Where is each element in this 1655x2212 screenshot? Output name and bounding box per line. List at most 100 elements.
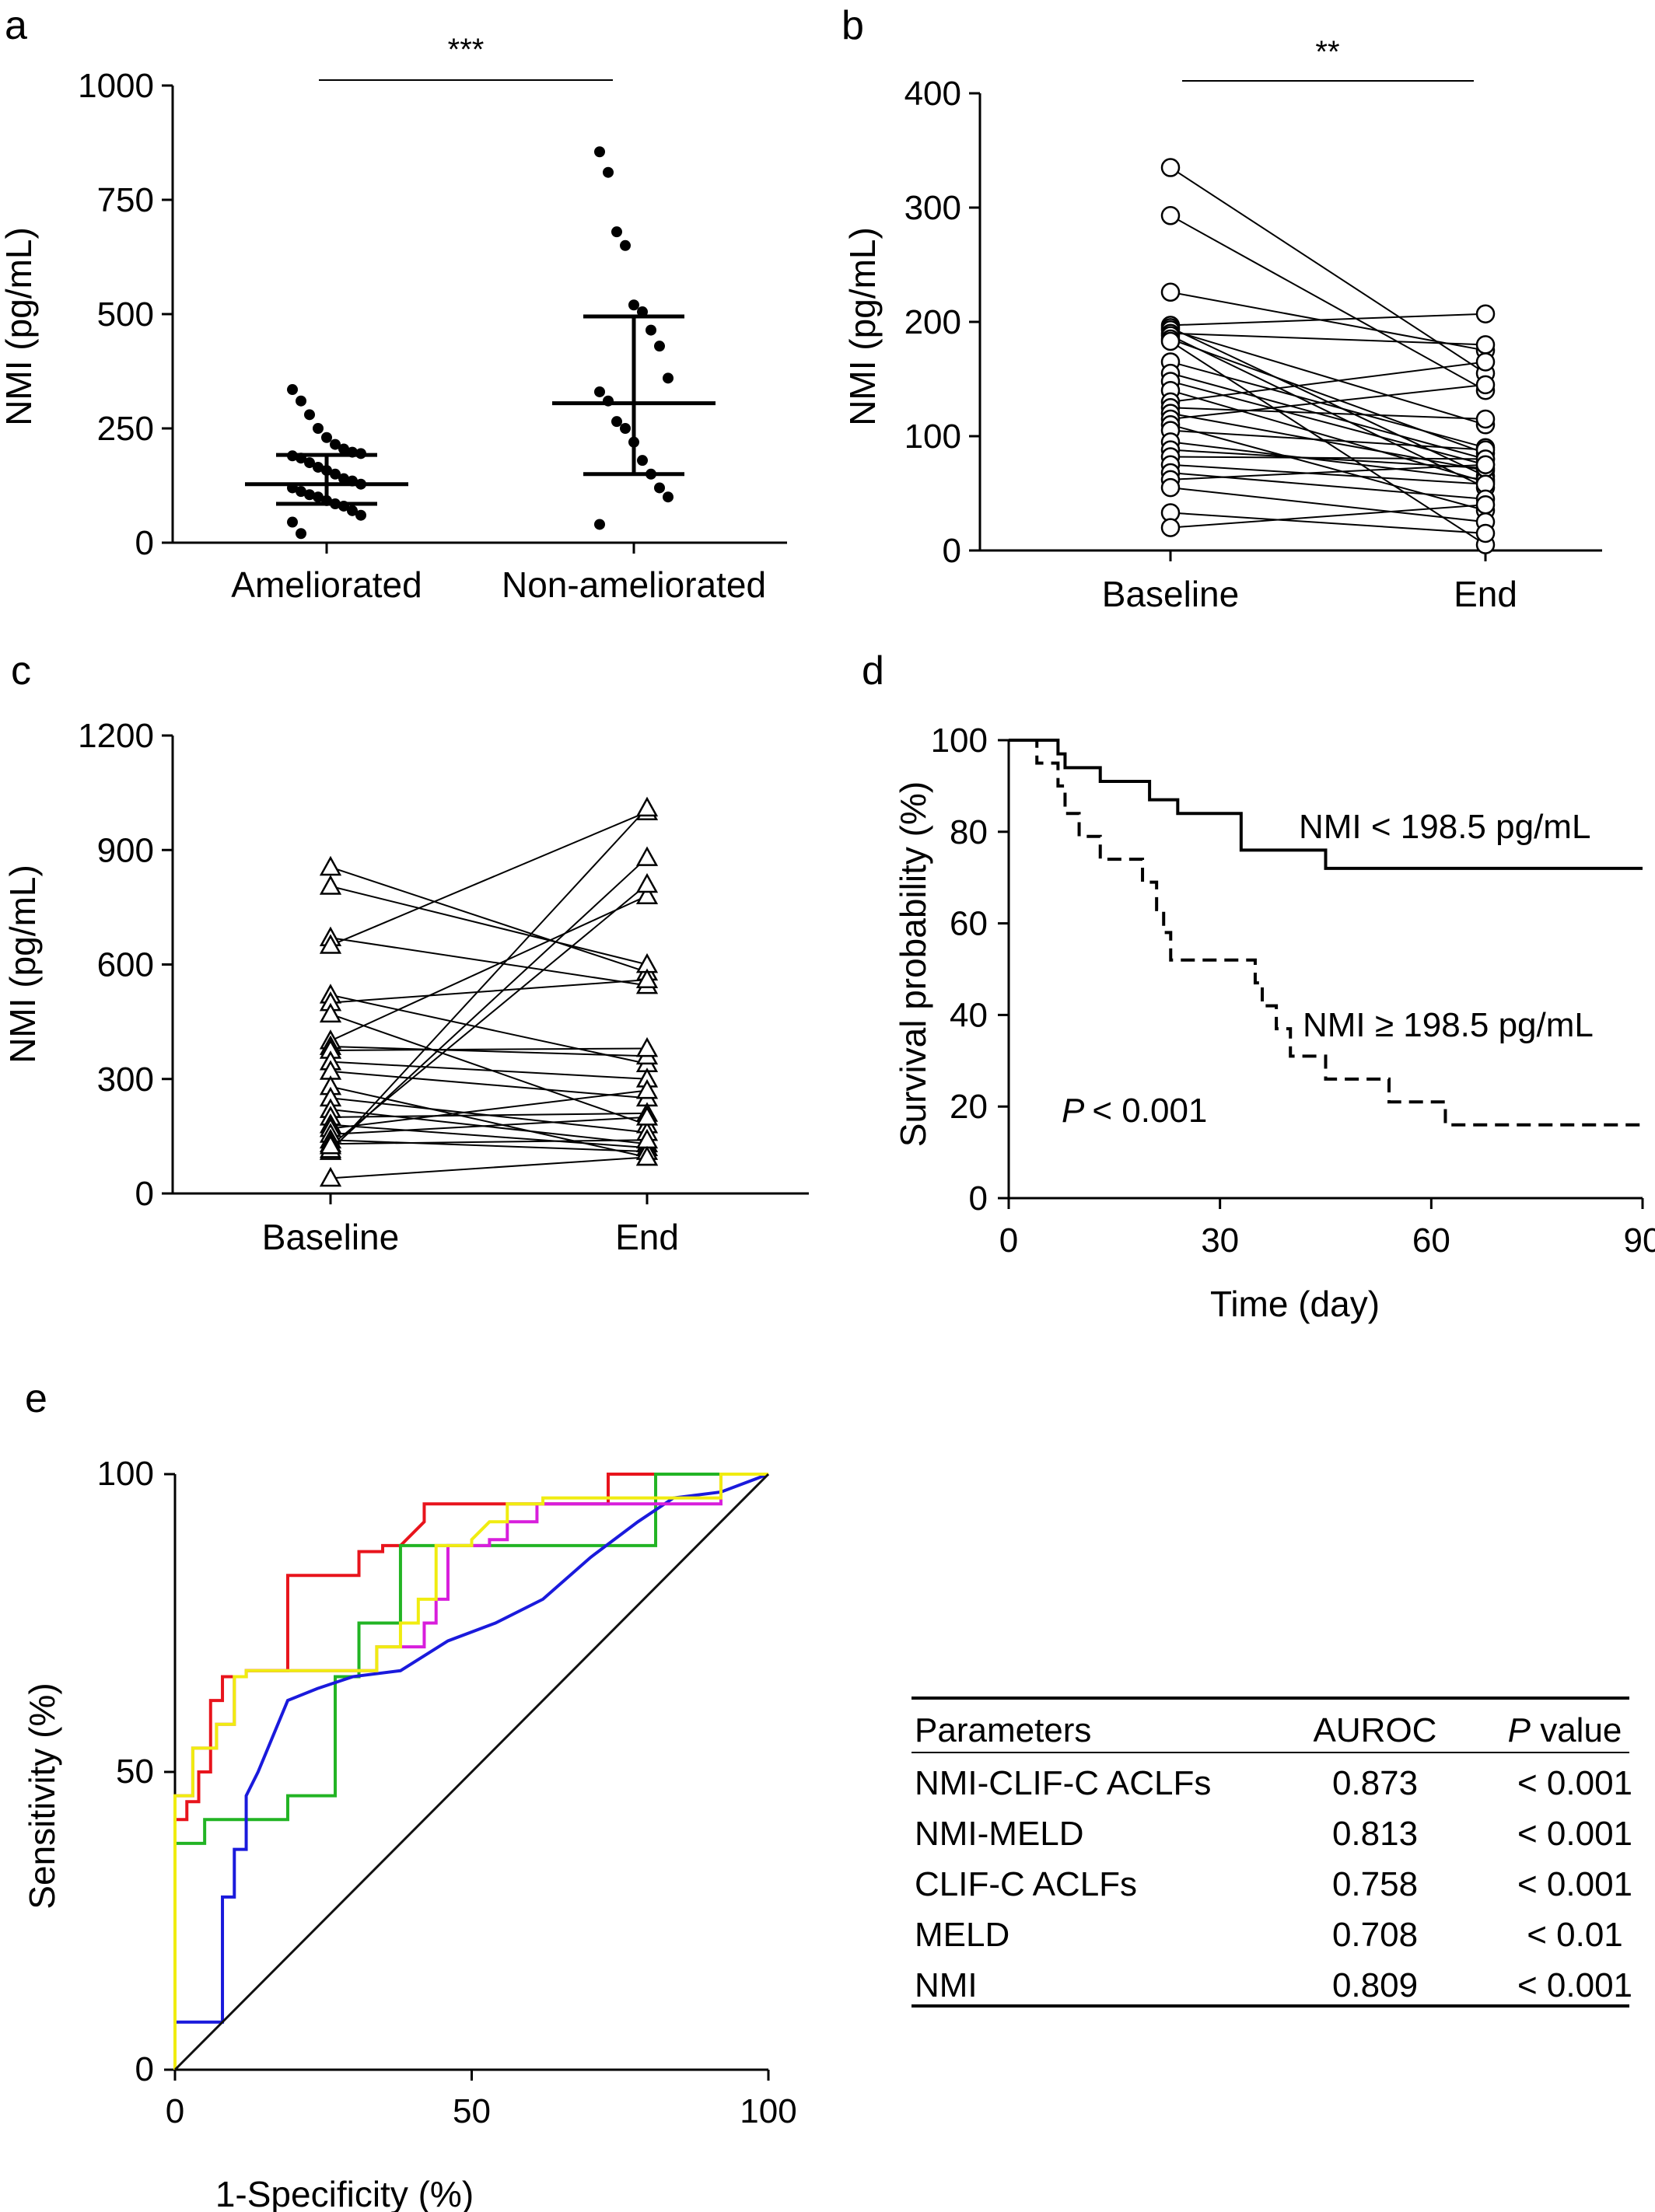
panel-b-pair-line: [1170, 412, 1486, 472]
table-cell-parameter: MELD: [915, 1916, 1009, 1954]
panel-b-point-circle: [1475, 494, 1496, 515]
panel-d-curve-high-nmi: [1009, 739, 1643, 1127]
panel-a-point: [296, 486, 306, 498]
table-header-pvalue-italic: P: [1508, 1711, 1531, 1749]
table-cell-auroc: 0.873: [1332, 1764, 1418, 1802]
panel-c-axes: 0 300 600 900 1200 Baseline End: [78, 717, 809, 1257]
panel-c-pair-line: [330, 885, 648, 966]
panel-c-point-triangle: [635, 846, 659, 866]
panel-b-ylabel: NMI (pg/mL): [842, 227, 883, 426]
panel-c-point-triangle: [635, 1106, 659, 1126]
panel-e-roc-curve-2: [175, 1473, 769, 2024]
panel-d-y-tick-label: 20: [950, 1088, 988, 1126]
panel-a-point: [338, 443, 349, 455]
panel-c-pair-line: [330, 1116, 648, 1135]
panel-c-y-tick-label: 0: [135, 1175, 154, 1213]
panel-b-pair-line: [1170, 361, 1486, 449]
panel-b-pair-line: [1170, 449, 1486, 470]
panel-c-point-triangle: [319, 934, 342, 954]
panel-d-axes: 0 20 40 60 80 100 0 30 60 90: [931, 722, 1655, 1260]
panel-d-pvalue-italic: P: [1062, 1092, 1085, 1130]
panel-b-point-circle: [1475, 335, 1496, 355]
table-cell-pvalue: < 0.001: [1517, 1966, 1632, 2004]
panel-c-point-triangle: [319, 855, 342, 876]
panel-a-point: [313, 491, 324, 503]
panel-letter-e: e: [25, 1376, 47, 1421]
panel-c-ylabel: NMI (pg/mL): [2, 865, 43, 1064]
panel-a-point: [321, 432, 332, 443]
panel-a-point: [287, 384, 298, 396]
panel-e-roc-curve-5: [173, 1473, 770, 2071]
panel-b-point-circle: [1160, 206, 1181, 225]
panel-a-category-label: Non-ameliorated: [502, 564, 766, 605]
panel-b-axes: 0 100 200 300 400 Baseline End: [904, 75, 1602, 614]
panel-c-point-triangle: [635, 796, 659, 817]
panel-b-pair-line: [1170, 313, 1486, 327]
panel-a-point: [313, 461, 324, 473]
panel-c-category-label: Baseline: [262, 1217, 399, 1257]
panel-b-pair-line: [1170, 338, 1486, 454]
panel-c-point-triangle: [635, 872, 659, 893]
table-body: NMI-CLIF-C ACLFs 0.873 < 0.001 NMI-MELD 0.81…: [915, 1764, 1632, 2004]
panel-d-y-tick-label: 100: [931, 722, 988, 760]
panel-a-ylabel: NMI (pg/mL): [0, 227, 39, 426]
panel-e-ylabel: Sensitivity (%): [22, 1683, 62, 1909]
panel-b-category-label: End: [1454, 574, 1517, 614]
table-header-auroc: AUROC: [1314, 1711, 1437, 1749]
panel-a-y-tick-label: 500: [97, 295, 154, 334]
panel-a-marks: [245, 146, 716, 540]
panel-a-point: [338, 473, 349, 484]
table-cell-parameter: NMI-CLIF-C ACLFs: [915, 1764, 1211, 1802]
panel-c-pair-line: [330, 1013, 648, 1126]
panel-d-y-tick-label: 40: [950, 996, 988, 1034]
panel-a-point: [663, 372, 674, 384]
panel-c-pair-line: [330, 1061, 648, 1080]
panel-letter-c: c: [11, 648, 31, 694]
panel-a-point: [620, 239, 631, 251]
panel-c-point-triangle: [319, 875, 342, 895]
panel-a-point: [313, 423, 324, 434]
panel-c-y-tick-label: 900: [97, 831, 154, 869]
panel-c-pair-line: [330, 1046, 648, 1057]
panel-d-y-tick-label: 0: [969, 1179, 988, 1218]
table-header-pvalue: P value: [1508, 1711, 1622, 1749]
panel-letter-d: d: [862, 648, 884, 694]
panel-a-point: [594, 146, 605, 158]
panel-e-marks: [173, 1473, 770, 2071]
panel-c-pair-line: [330, 937, 648, 987]
panel-d-series-label-2: NMI ≥ 198.5 pg/mL: [1303, 1006, 1594, 1044]
panel-a-point: [304, 457, 315, 469]
panel-a-point: [594, 519, 605, 530]
panel-c-y-tick-label: 1200: [78, 717, 154, 755]
panel-e-roc-curve-4: [173, 1473, 768, 2070]
panel-letter-b: b: [841, 3, 864, 48]
panel-b-pair-line: [1170, 166, 1486, 374]
panel-b-pair-line: [1170, 334, 1486, 489]
panel-c-point-triangle: [635, 1078, 659, 1099]
panel-a-point: [594, 386, 605, 397]
table-cell-parameter: CLIF-C ACLFs: [915, 1865, 1137, 1903]
panel-c-point-triangle: [319, 1166, 342, 1187]
panel-b-point-circle: [1475, 409, 1496, 429]
panel-e: e 0 50 100 0 50 100 1-Specificity (%) Sensiti…: [22, 1376, 1632, 2212]
panel-d-ylabel: Survival probability (%): [893, 781, 933, 1147]
panel-c-pair-line: [330, 979, 648, 1004]
table-cell-pvalue: < 0.001: [1517, 1865, 1632, 1903]
panel-c-point-triangle: [319, 1134, 342, 1155]
panel-b-pair-line: [1170, 215, 1486, 392]
panel-a-point: [330, 468, 341, 480]
panel-b-pair-line: [1170, 429, 1486, 451]
panel-c-y-tick-label: 600: [97, 946, 154, 984]
panel-b-point-circle: [1160, 477, 1181, 498]
panel-a-point: [663, 491, 674, 503]
panel-b-point-circle: [1475, 455, 1496, 474]
panel-a-point: [347, 505, 358, 516]
panel-b-point-circle: [1475, 352, 1496, 372]
panel-a-point: [654, 482, 665, 494]
panel-a-point: [620, 423, 631, 434]
panel-b-y-tick-label: 200: [904, 303, 961, 341]
panel-e-xlabel: 1-Specificity (%): [215, 2174, 474, 2212]
panel-c-pair-line: [330, 883, 648, 1147]
panel-b-pair-line: [1170, 329, 1486, 426]
panel-c-pair-line: [330, 1139, 648, 1145]
